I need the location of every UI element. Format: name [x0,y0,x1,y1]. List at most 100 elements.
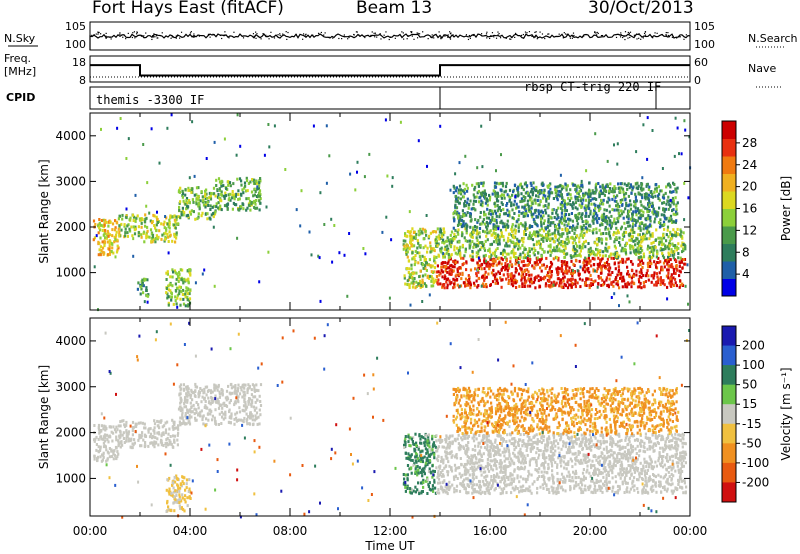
rti-cell-power [164,235,167,239]
rti-cell-power [494,185,498,189]
rti-cell-power [423,255,426,259]
rti-cell-power [519,266,522,270]
rti-cell-power [644,226,647,230]
rti-cell-power [557,185,560,189]
rti-cell-power [626,221,629,225]
colorbar-label: Power [dB] [779,176,793,241]
rti-cell-power [448,272,451,276]
rti-cell-power [604,226,607,229]
rti-cell-velocity [104,436,107,440]
rti-cell-power [627,224,630,228]
rti-cell-power [484,191,487,195]
rti-cell-power [671,253,674,257]
rti-cell-power [153,214,156,218]
rti-cell-velocity [156,437,159,441]
rti-cell-power [583,233,586,237]
rti-cell-power [672,181,675,185]
rti-cell-power [182,281,185,285]
rti-cell-power [477,189,480,193]
rti-cell-power [102,218,105,222]
rti-cell-power [229,192,232,196]
rti-cell-power [466,211,469,215]
rti-cell-power [452,191,455,195]
rti-cell-power [417,282,421,286]
rti-cell-power [114,219,117,223]
rti-cell-power [234,194,237,198]
rti-cell-power [523,230,526,234]
rti-cell-power [666,261,669,265]
rti-cell-velocity [116,428,119,432]
rti-cell-power [560,207,563,210]
rti-cell-velocity [173,440,176,444]
rti-speckle-power [191,120,194,124]
rti-cell-power [446,266,449,270]
rti-cell-velocity [188,416,191,420]
rti-cell-power [440,249,443,253]
rti-cell-power [595,219,599,223]
rti-cell-power [565,209,568,213]
rti-cell-power [621,198,624,202]
rti-cell-velocity [176,443,179,447]
rti-cell-power [667,195,670,199]
rti-cell-power [659,247,663,250]
rti-cell-velocity [117,442,121,446]
rti-cell-power [418,251,421,255]
rti-cell-power [442,227,445,231]
rti-cell-power [441,235,444,239]
rti-cell-power [465,229,468,232]
rti-cell-power [412,272,415,276]
rti-cell-power [648,246,651,250]
nsearch-series-point [665,34,667,36]
rti-cell-power [190,190,193,194]
nsearch-series-point [628,32,630,34]
rti-cell-power [462,222,465,226]
rti-cell-power [456,283,459,287]
rti-cell-power [232,193,236,197]
rti-cell-velocity [169,490,172,494]
rti-cell-power [197,194,200,198]
rti-cell-power [558,247,561,251]
rti-cell-power [653,210,656,214]
rti-cell-power [671,233,674,237]
rti-speckle-power [216,188,219,192]
rti-cell-power [652,251,655,255]
rti-cell-velocity [122,419,125,423]
rti-cell-power [407,278,411,282]
rti-cell-velocity [201,388,204,392]
rti-cell-velocity [149,432,153,436]
rti-speckle-power [661,167,664,170]
rti-cell-power [544,282,548,286]
rti-cell-power [459,284,463,288]
nsearch-series-point [267,35,269,37]
rti-cell-power [425,233,428,237]
rti-cell-power [491,209,494,213]
rti-cell-power [163,232,166,236]
rti-cell-velocity [205,393,208,397]
rti-cell-velocity [174,480,177,484]
rti-cell-power [622,210,625,214]
rti-cell-power [431,230,434,234]
nsearch-series-point [198,35,200,37]
rti-cell-power [542,236,545,240]
rti-cell-velocity [179,506,182,510]
rti-cell-power [513,212,516,215]
rti-cell-velocity [144,434,148,438]
rti-cell-power [464,227,467,231]
rti-cell-power [506,202,509,205]
rti-cell-power [544,284,547,288]
rti-cell-power [503,222,506,226]
rti-cell-power [462,195,465,199]
y-tick-label: 3000 [55,174,86,188]
rti-cell-power [636,187,639,191]
rti-cell-power [496,204,499,207]
rti-cell-power [189,272,192,275]
rti-cell-power [553,249,556,253]
rti-cell-velocity [179,383,183,387]
rti-cell-velocity [111,439,114,443]
rti-cell-power [181,278,184,282]
rti-cell-power [101,229,104,232]
rti-cell-power [108,253,111,256]
rti-cell-power [563,216,566,220]
rti-cell-power [535,240,539,244]
